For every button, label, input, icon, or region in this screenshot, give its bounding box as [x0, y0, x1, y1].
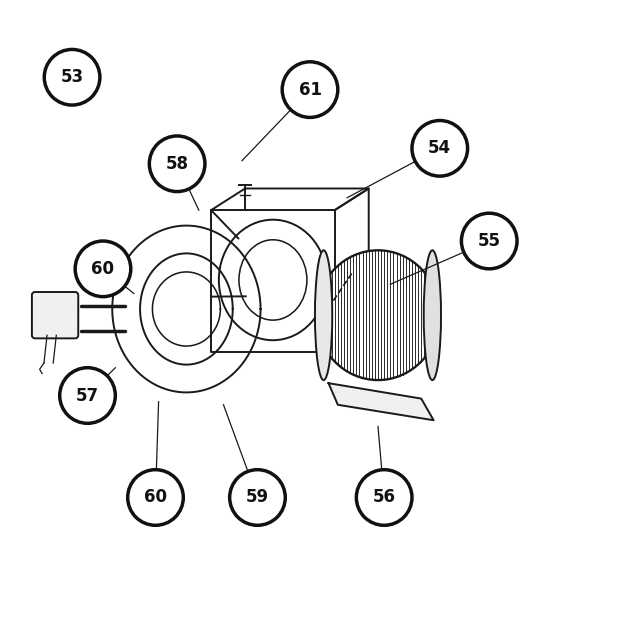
Circle shape [461, 213, 517, 269]
Ellipse shape [423, 250, 441, 380]
Circle shape [44, 49, 100, 105]
Text: 60: 60 [144, 488, 167, 507]
FancyBboxPatch shape [32, 292, 78, 339]
Text: 55: 55 [478, 232, 501, 250]
Circle shape [412, 121, 467, 176]
Text: 61: 61 [298, 80, 322, 99]
Ellipse shape [315, 250, 332, 380]
Circle shape [282, 62, 338, 117]
Circle shape [75, 241, 131, 297]
Polygon shape [329, 383, 433, 420]
Text: 57: 57 [76, 386, 99, 405]
Circle shape [60, 368, 115, 423]
Text: 54: 54 [428, 139, 451, 158]
Text: 59: 59 [246, 488, 269, 507]
Text: 56: 56 [373, 488, 396, 507]
Circle shape [356, 470, 412, 525]
Polygon shape [316, 250, 440, 380]
Text: 60: 60 [92, 260, 115, 278]
Circle shape [229, 470, 285, 525]
Circle shape [149, 136, 205, 192]
Text: 53: 53 [61, 68, 84, 87]
Text: 58: 58 [166, 154, 188, 173]
Circle shape [128, 470, 184, 525]
